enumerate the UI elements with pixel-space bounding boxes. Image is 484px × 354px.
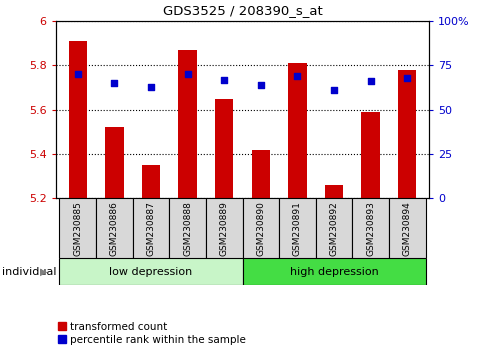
Text: GSM230889: GSM230889	[219, 201, 228, 256]
FancyBboxPatch shape	[60, 198, 96, 258]
FancyBboxPatch shape	[315, 198, 351, 258]
Text: GSM230890: GSM230890	[256, 201, 265, 256]
Text: high depression: high depression	[289, 267, 378, 277]
Bar	[287, 63, 306, 198]
FancyBboxPatch shape	[242, 198, 278, 258]
Text: GSM230885: GSM230885	[73, 201, 82, 256]
Bar	[68, 41, 87, 198]
FancyBboxPatch shape	[206, 198, 242, 258]
Text: GSM230892: GSM230892	[329, 201, 338, 256]
Bar	[397, 70, 416, 198]
Text: ▶: ▶	[40, 267, 47, 277]
Bar	[251, 150, 270, 198]
FancyBboxPatch shape	[133, 198, 169, 258]
Point	[110, 80, 118, 86]
Point	[74, 72, 81, 77]
Bar	[214, 99, 233, 198]
Text: GSM230893: GSM230893	[365, 201, 374, 256]
Bar	[141, 165, 160, 198]
FancyBboxPatch shape	[96, 198, 133, 258]
Text: individual: individual	[2, 267, 57, 277]
FancyBboxPatch shape	[60, 258, 242, 285]
Point	[403, 75, 410, 81]
Bar	[324, 185, 343, 198]
Text: GSM230886: GSM230886	[110, 201, 119, 256]
Point	[220, 77, 227, 82]
Bar	[361, 112, 379, 198]
Title: GDS3525 / 208390_s_at: GDS3525 / 208390_s_at	[162, 4, 322, 17]
Point	[257, 82, 264, 88]
Point	[147, 84, 154, 90]
Bar	[178, 50, 197, 198]
Text: GSM230891: GSM230891	[292, 201, 302, 256]
FancyBboxPatch shape	[242, 258, 424, 285]
Text: GSM230888: GSM230888	[182, 201, 192, 256]
Point	[293, 73, 301, 79]
Text: GSM230887: GSM230887	[146, 201, 155, 256]
Point	[366, 79, 374, 84]
FancyBboxPatch shape	[351, 198, 388, 258]
FancyBboxPatch shape	[388, 198, 424, 258]
Point	[330, 87, 337, 93]
Legend: transformed count, percentile rank within the sample: transformed count, percentile rank withi…	[54, 317, 250, 349]
FancyBboxPatch shape	[169, 198, 206, 258]
Bar	[105, 127, 123, 198]
Text: low depression: low depression	[109, 267, 192, 277]
FancyBboxPatch shape	[278, 198, 315, 258]
Text: GSM230894: GSM230894	[402, 201, 411, 256]
Point	[183, 72, 191, 77]
